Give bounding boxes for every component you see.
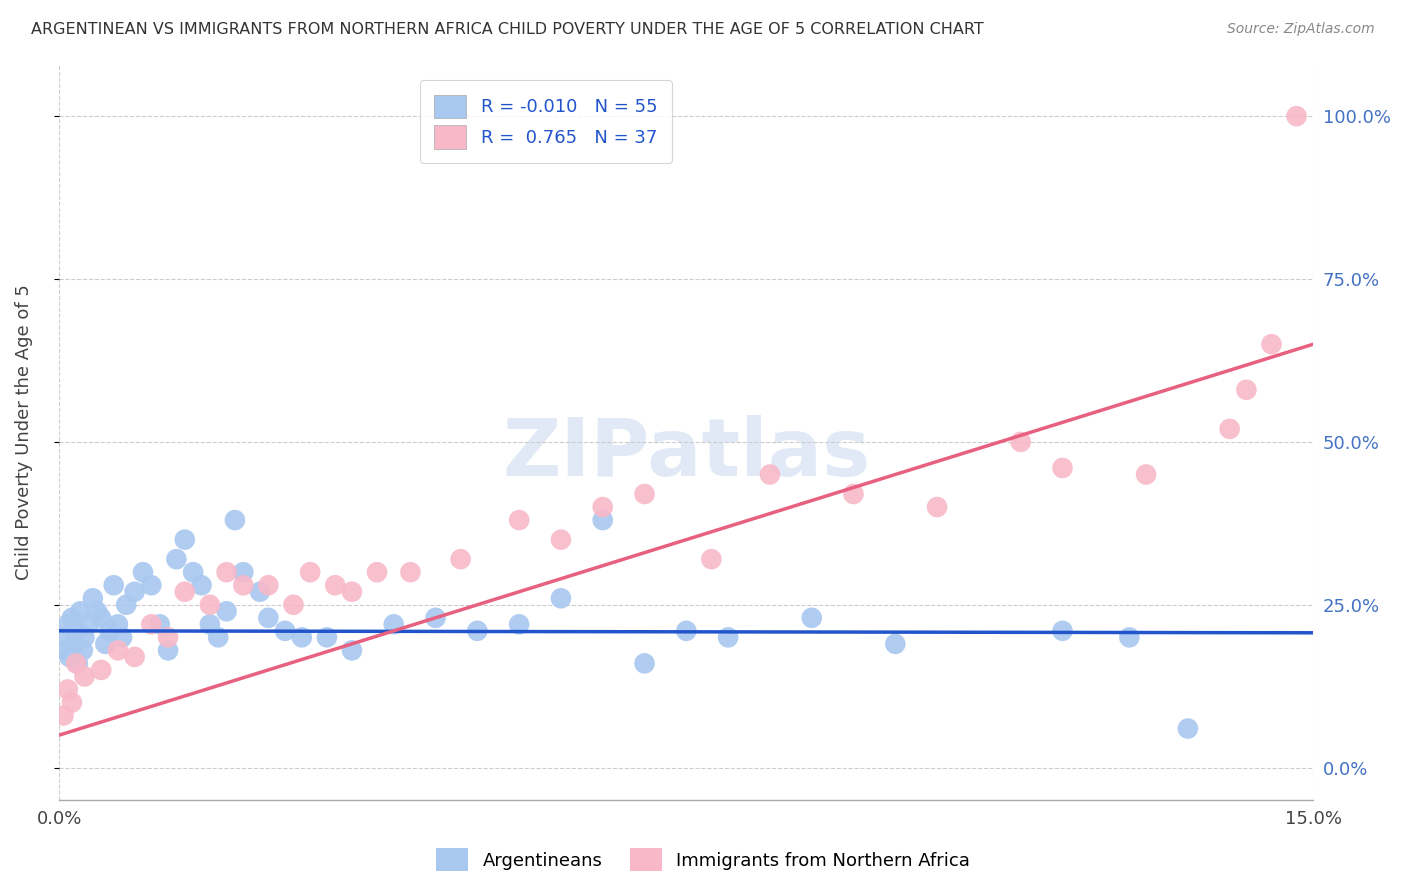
Text: Source: ZipAtlas.com: Source: ZipAtlas.com bbox=[1227, 22, 1375, 37]
Point bbox=[215, 565, 238, 579]
Point bbox=[173, 584, 195, 599]
Point bbox=[224, 513, 246, 527]
Point bbox=[55, 643, 77, 657]
Point bbox=[340, 584, 363, 599]
Point bbox=[181, 565, 204, 579]
Point bbox=[257, 611, 280, 625]
Point bbox=[759, 467, 782, 482]
Text: ARGENTINEAN VS IMMIGRANTS FROM NORTHERN AFRICA CHILD POVERTY UNDER THE AGE OF 5 : ARGENTINEAN VS IMMIGRANTS FROM NORTHERN … bbox=[31, 22, 984, 37]
Point bbox=[165, 552, 187, 566]
Point bbox=[340, 643, 363, 657]
Point bbox=[124, 584, 146, 599]
Point bbox=[450, 552, 472, 566]
Point bbox=[633, 657, 655, 671]
Point bbox=[274, 624, 297, 638]
Point bbox=[257, 578, 280, 592]
Point bbox=[717, 631, 740, 645]
Point bbox=[700, 552, 723, 566]
Point bbox=[90, 663, 112, 677]
Point bbox=[149, 617, 172, 632]
Point bbox=[232, 578, 254, 592]
Point bbox=[60, 696, 83, 710]
Point bbox=[58, 649, 80, 664]
Point bbox=[90, 611, 112, 625]
Point bbox=[82, 591, 104, 606]
Legend: R = -0.010   N = 55, R =  0.765   N = 37: R = -0.010 N = 55, R = 0.765 N = 37 bbox=[419, 80, 672, 163]
Point bbox=[315, 631, 337, 645]
Point bbox=[1219, 422, 1241, 436]
Point bbox=[107, 617, 129, 632]
Point bbox=[1052, 461, 1074, 475]
Point bbox=[1260, 337, 1282, 351]
Point bbox=[550, 591, 572, 606]
Point bbox=[107, 643, 129, 657]
Point bbox=[65, 624, 87, 638]
Point bbox=[198, 598, 221, 612]
Point bbox=[508, 513, 530, 527]
Point bbox=[72, 643, 94, 657]
Point bbox=[124, 649, 146, 664]
Point bbox=[73, 669, 96, 683]
Point bbox=[249, 584, 271, 599]
Point bbox=[190, 578, 212, 592]
Point bbox=[207, 631, 229, 645]
Point bbox=[399, 565, 422, 579]
Point bbox=[1234, 383, 1257, 397]
Point bbox=[77, 617, 100, 632]
Point bbox=[103, 578, 125, 592]
Point bbox=[800, 611, 823, 625]
Point bbox=[1010, 434, 1032, 449]
Point bbox=[1135, 467, 1157, 482]
Point bbox=[232, 565, 254, 579]
Point bbox=[65, 657, 87, 671]
Point bbox=[98, 624, 121, 638]
Point bbox=[299, 565, 322, 579]
Point bbox=[52, 708, 75, 723]
Point bbox=[382, 617, 405, 632]
Point bbox=[69, 604, 91, 618]
Legend: Argentineans, Immigrants from Northern Africa: Argentineans, Immigrants from Northern A… bbox=[429, 841, 977, 879]
Point bbox=[425, 611, 447, 625]
Point bbox=[60, 611, 83, 625]
Point bbox=[675, 624, 697, 638]
Point bbox=[592, 513, 614, 527]
Point bbox=[467, 624, 489, 638]
Point bbox=[323, 578, 346, 592]
Point bbox=[1285, 109, 1308, 123]
Point bbox=[111, 631, 134, 645]
Point bbox=[283, 598, 305, 612]
Point bbox=[215, 604, 238, 618]
Point bbox=[157, 631, 180, 645]
Point bbox=[56, 617, 79, 632]
Point bbox=[633, 487, 655, 501]
Point bbox=[173, 533, 195, 547]
Point bbox=[291, 631, 314, 645]
Point bbox=[1177, 722, 1199, 736]
Point bbox=[884, 637, 907, 651]
Point bbox=[842, 487, 865, 501]
Point bbox=[198, 617, 221, 632]
Point bbox=[366, 565, 388, 579]
Point bbox=[550, 533, 572, 547]
Point bbox=[141, 578, 163, 592]
Point bbox=[1052, 624, 1074, 638]
Point bbox=[592, 500, 614, 514]
Point bbox=[56, 682, 79, 697]
Point bbox=[115, 598, 138, 612]
Point bbox=[73, 631, 96, 645]
Text: ZIPatlas: ZIPatlas bbox=[502, 415, 870, 493]
Y-axis label: Child Poverty Under the Age of 5: Child Poverty Under the Age of 5 bbox=[15, 285, 32, 580]
Point bbox=[508, 617, 530, 632]
Point bbox=[52, 631, 75, 645]
Point bbox=[63, 637, 86, 651]
Point bbox=[66, 657, 89, 671]
Point bbox=[141, 617, 163, 632]
Point bbox=[94, 637, 117, 651]
Point bbox=[1118, 631, 1140, 645]
Point bbox=[132, 565, 155, 579]
Point bbox=[927, 500, 949, 514]
Point bbox=[86, 604, 108, 618]
Point bbox=[157, 643, 180, 657]
